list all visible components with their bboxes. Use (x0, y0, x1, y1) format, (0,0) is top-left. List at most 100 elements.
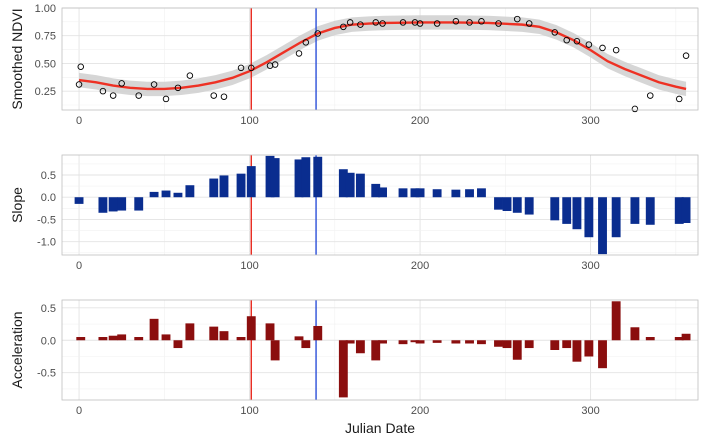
bar (371, 183, 381, 198)
bar (645, 197, 655, 225)
data-point (220, 93, 228, 100)
data-point (416, 20, 424, 27)
bar (76, 337, 86, 341)
acceleration-x-tick-label: 300 (581, 405, 599, 417)
data-point (478, 18, 485, 25)
bar (524, 197, 534, 215)
data-point (647, 92, 654, 99)
bar (674, 197, 684, 224)
bar (432, 189, 442, 198)
data-point (631, 105, 639, 113)
bar (524, 340, 534, 349)
ndvi-y-tick-label: 0.50 (35, 58, 56, 70)
data-point (295, 50, 303, 57)
data-point (525, 20, 533, 27)
bar (345, 172, 355, 198)
ndvi-marks (75, 8, 690, 113)
slope-y-tick-label: 0.0 (41, 192, 56, 204)
bar (219, 175, 229, 198)
bar (465, 189, 474, 198)
bar (415, 340, 425, 344)
data-point (174, 84, 182, 92)
slope-panel: 0.5 0.0 -0.5 -1.0 0 100 200 300 Slope (9, 154, 699, 272)
data-point (372, 19, 379, 26)
bar (74, 197, 84, 204)
data-point (466, 19, 473, 26)
bar (584, 197, 594, 238)
bar (494, 340, 503, 347)
acceleration-y-ticks: 0.5 0.0 -0.5 (37, 303, 56, 380)
bar (415, 188, 425, 198)
data-point (399, 19, 407, 26)
bar (550, 197, 560, 221)
bar (313, 325, 323, 341)
bar (173, 340, 183, 349)
data-point (186, 72, 194, 79)
bar (209, 326, 219, 341)
bar (236, 173, 246, 198)
bar (410, 340, 420, 343)
acceleration-x-tick-label: 100 (240, 405, 258, 417)
ndvi-y-tick-label: 1.00 (35, 3, 56, 15)
bar (301, 340, 311, 349)
bar (108, 335, 118, 341)
data-point (599, 44, 606, 52)
bar (134, 197, 144, 211)
data-point (585, 41, 593, 48)
data-point (573, 38, 581, 45)
bar (98, 337, 108, 341)
bar (338, 340, 348, 398)
bar (584, 340, 594, 357)
bar (246, 166, 256, 198)
bar (355, 340, 365, 354)
bar (301, 157, 311, 198)
ndvi-x-tick-label: 100 (240, 115, 258, 127)
bar (313, 156, 323, 198)
bar (378, 187, 387, 198)
bar (611, 197, 621, 238)
smooth-confidence-band (79, 15, 687, 97)
data-point (379, 20, 386, 27)
bar (477, 340, 486, 345)
acceleration-x-tick-label: 200 (411, 405, 429, 417)
x-axis-label: Julian Date (345, 420, 415, 436)
acceleration-y-tick-label: 0.0 (41, 335, 56, 347)
bar (598, 340, 607, 369)
bar (98, 197, 108, 213)
bar (265, 323, 275, 341)
slope-panel-border (61, 154, 699, 256)
bar (410, 188, 420, 198)
ndvi-panel: 0.25 0.50 0.75 1.00 0 100 200 300 Smoothed NDV… (9, 3, 699, 127)
bar (477, 188, 486, 198)
bar (345, 340, 355, 344)
data-point (314, 30, 322, 37)
acceleration-y-tick-label: -0.5 (37, 368, 56, 380)
data-point (612, 46, 620, 54)
data-point (162, 95, 170, 103)
acceleration-y-axis-label: Acceleration (9, 311, 25, 388)
bar (502, 197, 512, 211)
ndvi-panel-border (61, 7, 699, 111)
bar (674, 337, 684, 341)
acceleration-x-tick-label: 0 (76, 405, 82, 417)
bar (465, 340, 474, 344)
bar (270, 340, 280, 361)
bar (265, 155, 275, 198)
slope-x-tick-label: 200 (411, 260, 429, 272)
data-point (452, 18, 460, 25)
data-point (682, 52, 690, 59)
data-point (433, 20, 441, 27)
data-point (514, 15, 521, 23)
data-point (118, 80, 125, 87)
bar (494, 197, 503, 210)
slope-x-tick-label: 0 (76, 260, 82, 272)
acceleration-x-ticks: 0 100 200 300 (76, 405, 600, 417)
slope-y-tick-label: -1.0 (37, 237, 56, 249)
acceleration-panel-border (61, 299, 699, 401)
slope-x-tick-label: 300 (581, 260, 599, 272)
data-point (675, 95, 683, 103)
bar (185, 323, 195, 341)
ndvi-x-tick-label: 300 (581, 115, 599, 127)
bar (134, 337, 144, 341)
acceleration-panel: 0.5 0.0 -0.5 0 100 200 300 Acceleration Julia… (9, 299, 699, 436)
